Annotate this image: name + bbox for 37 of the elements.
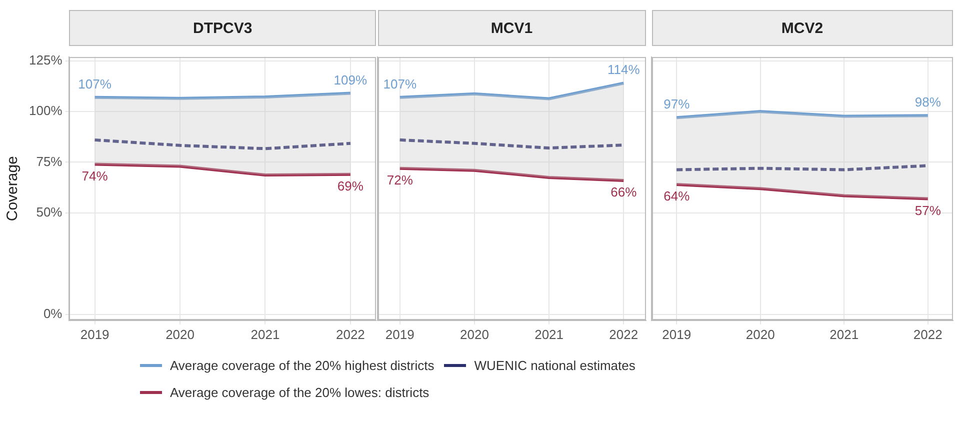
x-tick-label: 2020 [746, 326, 775, 342]
data-label: 74% [82, 168, 108, 184]
y-tick-label: 100% [29, 103, 63, 118]
x-tick-label: 2019 [385, 326, 414, 342]
data-label: 107% [78, 76, 112, 92]
x-tick-label: 2021 [534, 326, 564, 342]
data-label: 107% [383, 76, 417, 92]
chart-title: MCV2 [652, 10, 953, 46]
data-label: 98% [914, 94, 942, 110]
x-tick-label: 2021 [250, 326, 280, 342]
x-tick-label: 2022 [336, 326, 365, 342]
x-tick-label: 2019 [662, 326, 692, 342]
x-tick-label: 2022 [913, 326, 942, 342]
x-tick-label: 2020 [166, 326, 194, 342]
data-label: 69% [337, 178, 364, 194]
data-label: 57% [914, 202, 942, 218]
y-axis-title: Coverage [4, 156, 22, 222]
line-series [93, 138, 352, 150]
data-label: 66% [610, 184, 638, 200]
legend-label: Average coverage of the 20% highest districts [169, 358, 434, 373]
data-label: 109% [334, 72, 368, 88]
y-tick-label: 75% [36, 154, 63, 169]
data-label: 114% [607, 62, 640, 78]
y-tick-label: 50% [36, 204, 63, 220]
data-label: 64% [664, 188, 690, 204]
data-label: 72% [386, 172, 414, 188]
y-tick-label: 125% [29, 52, 63, 68]
chart-title: MCV1 [378, 10, 646, 46]
chart-title: DTPCV3 [69, 10, 376, 46]
x-tick-label: 2020 [460, 326, 489, 342]
x-tick-label: 2019 [80, 326, 110, 342]
legend-label: Average coverage of the 20% lowes: districts [169, 385, 430, 400]
legend-label: WUENIC national estimates [473, 358, 636, 373]
x-tick-label: 2021 [830, 326, 859, 342]
data-label: 97% [664, 96, 690, 112]
x-tick-label: 2022 [609, 326, 638, 342]
y-tick-label: 0% [43, 306, 63, 321]
